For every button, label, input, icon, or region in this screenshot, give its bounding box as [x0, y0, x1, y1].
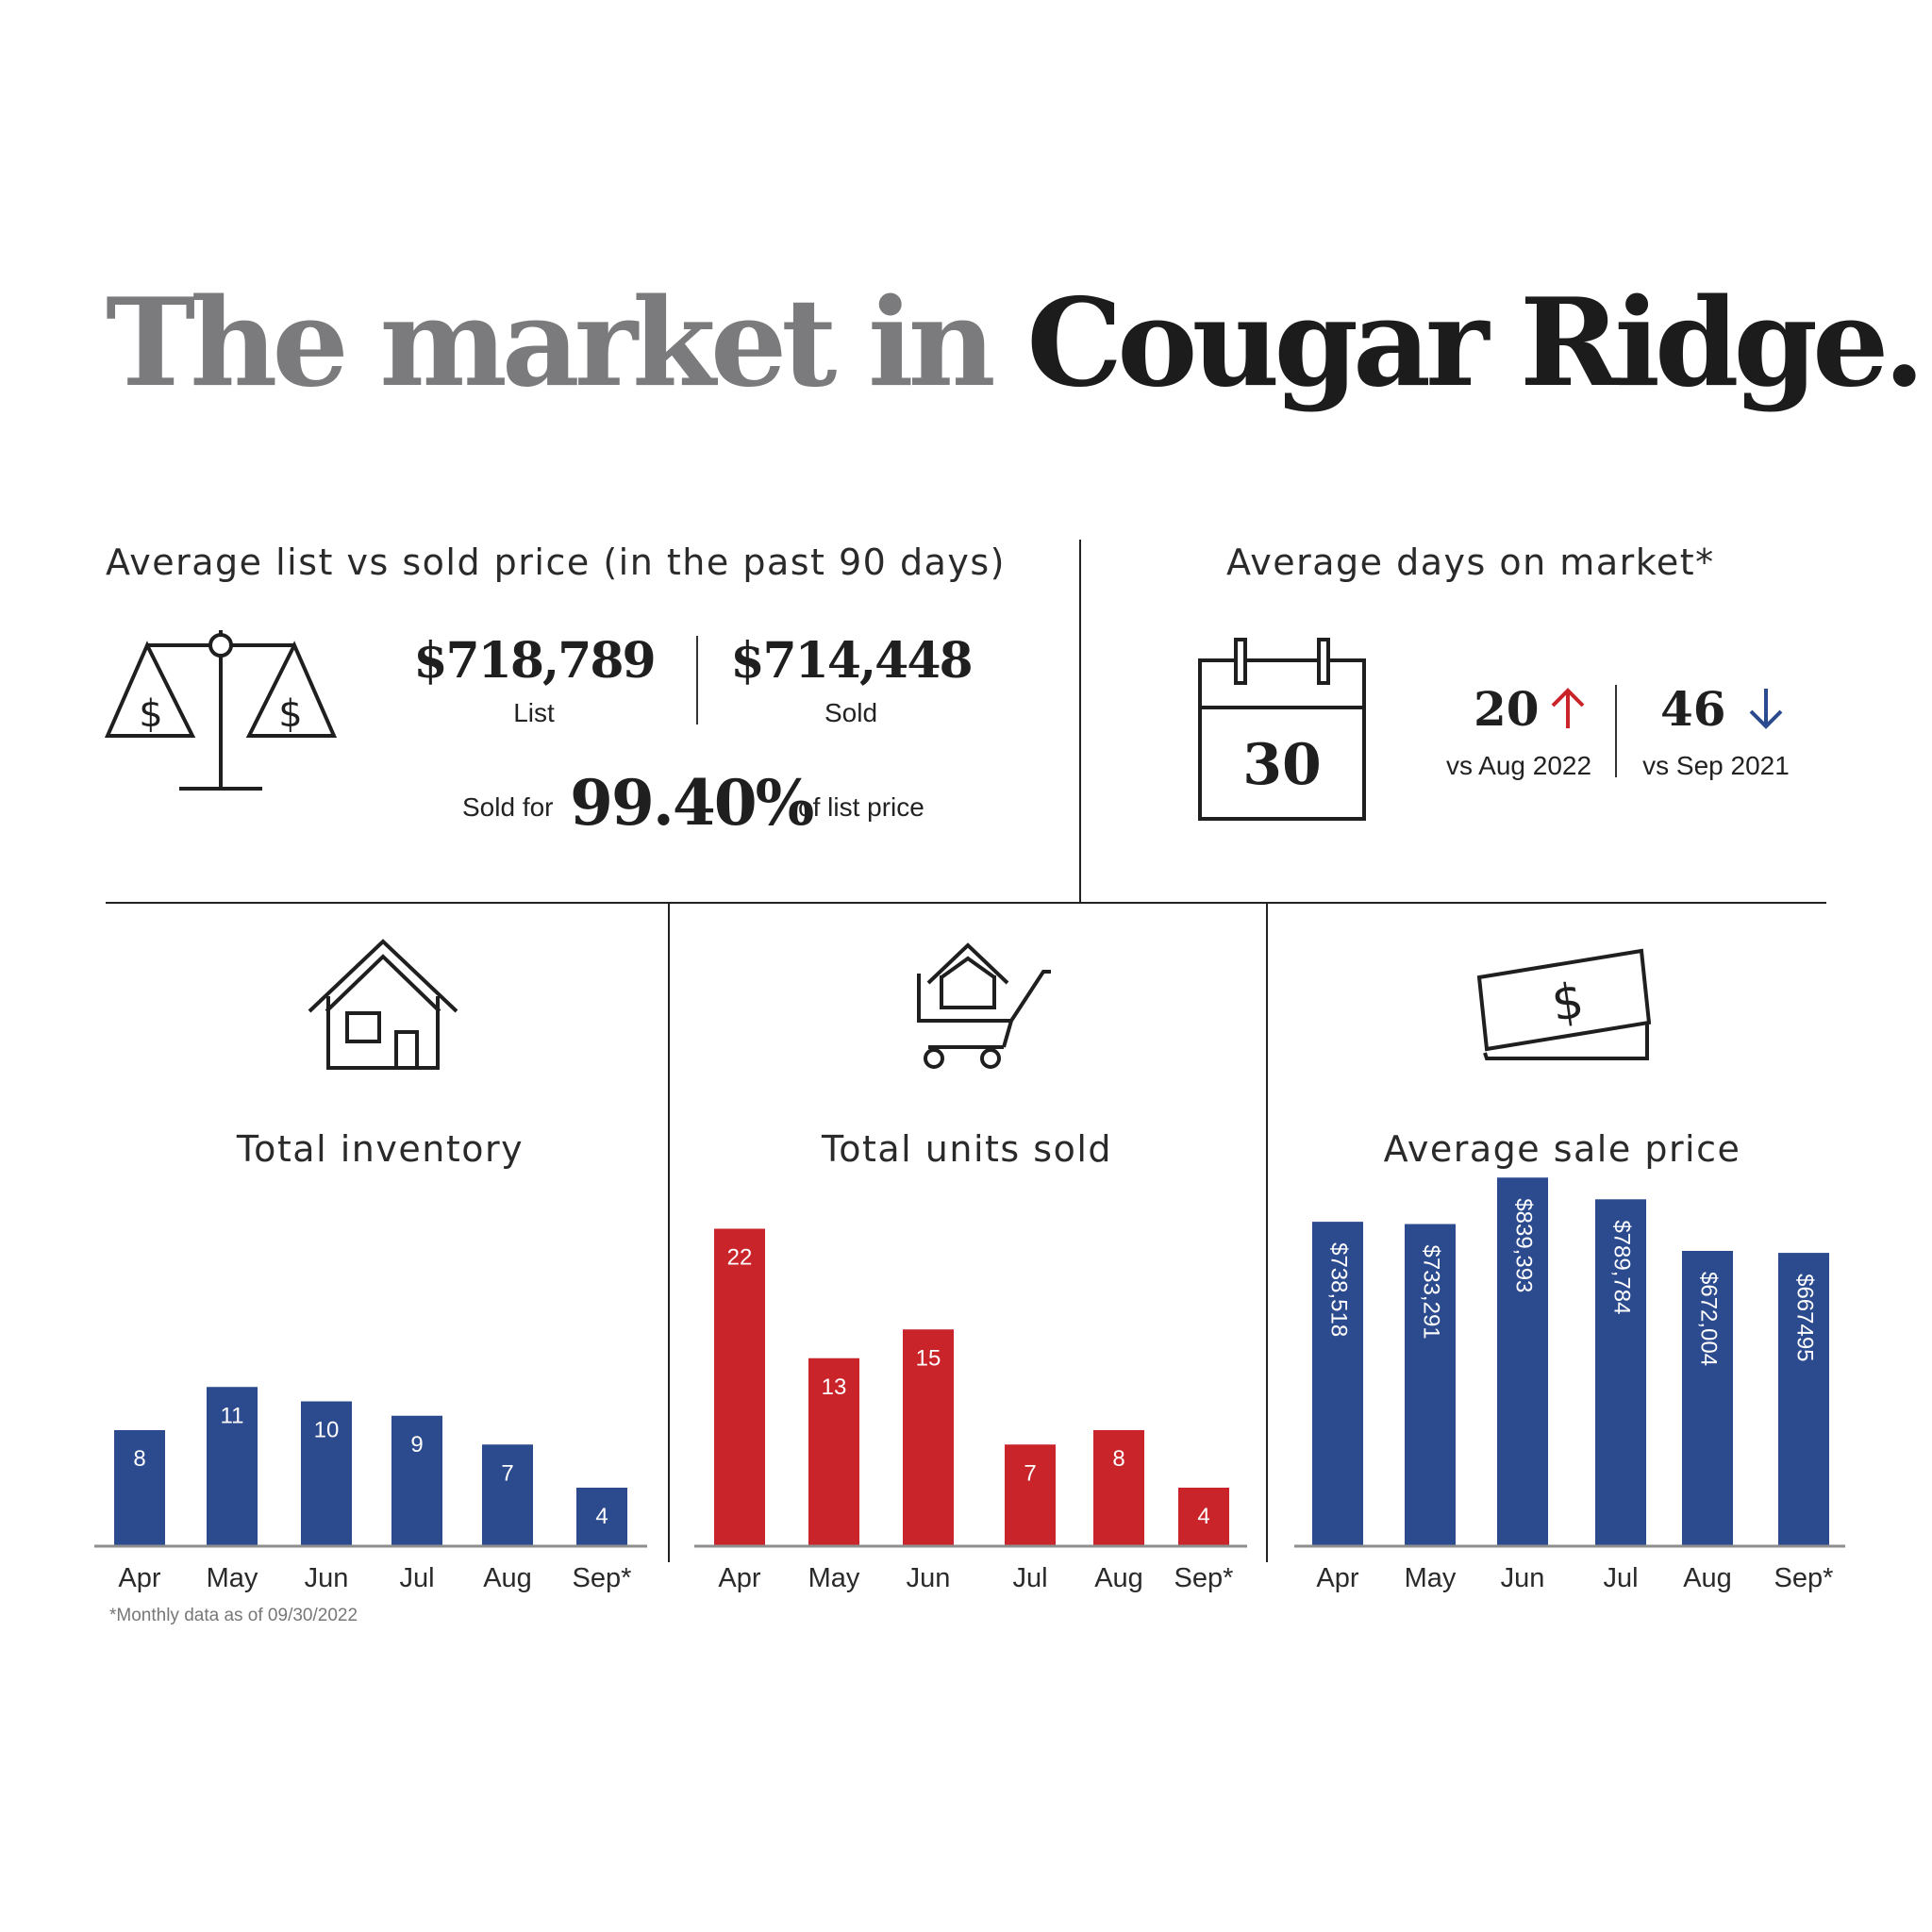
compare-sep-value: 46: [1660, 681, 1726, 737]
x-tick-label: Jul: [399, 1563, 434, 1593]
shopping-cart-house-icon: [917, 942, 1051, 1069]
bar-value-label: 13: [822, 1374, 847, 1400]
x-tick-label: Sep*: [573, 1563, 632, 1593]
svg-text:$: $: [1548, 973, 1587, 1033]
calendar-icon: [1198, 638, 1366, 821]
sold-for-percentage: 99.40%: [570, 766, 814, 840]
bar-sep: [576, 1488, 627, 1545]
bar-value-label: $733,291: [1419, 1245, 1444, 1340]
title-part-2: Cougar Ridge.: [1026, 273, 1925, 414]
bar-value-label: 8: [1112, 1446, 1124, 1472]
x-tick-label: Jun: [1501, 1563, 1545, 1593]
x-tick-label: Jun: [305, 1563, 349, 1593]
bar-value-label: 7: [1024, 1460, 1036, 1486]
x-tick-label: May: [808, 1563, 860, 1593]
bar-sep: [1778, 1253, 1829, 1545]
bar-value-label: 22: [727, 1245, 753, 1271]
house-icon: [308, 939, 458, 1070]
bar-value-label: $738,518: [1326, 1242, 1352, 1337]
svg-text:$: $: [139, 692, 162, 736]
bar-value-label: 8: [133, 1446, 145, 1472]
compare-divider: [1615, 685, 1617, 777]
sold-for-suffix: of list price: [798, 792, 924, 822]
top-section-divider: [1079, 540, 1081, 902]
bar-value-label: 15: [916, 1345, 941, 1371]
chart-divider-2: [1266, 902, 1268, 1562]
bar-aug: [1682, 1250, 1733, 1545]
bar-value-label: $672,004: [1696, 1272, 1722, 1366]
price-divider: [696, 636, 698, 724]
x-tick-label: Aug: [1094, 1563, 1143, 1593]
x-tick-label: Jul: [1603, 1563, 1638, 1593]
x-tick-label: May: [207, 1563, 258, 1593]
bar-value-label: 7: [501, 1460, 513, 1486]
bar-value-label: 10: [314, 1418, 340, 1443]
sold-price-value: $714,448: [730, 632, 973, 690]
chart-divider-1: [668, 902, 670, 1562]
bar-may: [808, 1357, 859, 1545]
list-price-value: $718,789: [413, 632, 656, 690]
chart-title-sale-price: Average sale price: [1383, 1128, 1741, 1170]
bar-jun: [1497, 1177, 1548, 1545]
chart-title-inventory: Total inventory: [236, 1128, 525, 1170]
footnote: *Monthly data as of 09/30/2022: [109, 1606, 358, 1625]
bar-apr: [1312, 1222, 1363, 1545]
bar-jun: [301, 1401, 352, 1545]
x-tick-label: Sep*: [1774, 1563, 1834, 1593]
x-tick-label: Apr: [1316, 1563, 1358, 1593]
x-tick-label: Aug: [483, 1563, 532, 1593]
bar-jul: [1595, 1199, 1646, 1545]
bar-aug: [1093, 1430, 1144, 1545]
bar-jun: [903, 1329, 954, 1545]
scale-icon: $ $: [104, 630, 338, 791]
chart-1: 22 Apr 13 May 15 Jun 7 Jul 8 Aug 4 Sep*: [694, 1228, 1247, 1593]
x-tick-label: Apr: [118, 1563, 160, 1593]
sold-for-prefix: Sold for: [462, 792, 554, 822]
bar-value-label: 11: [221, 1403, 244, 1428]
compare-aug-value: 20: [1474, 681, 1540, 737]
calendar-days-value: 30: [1242, 732, 1322, 798]
arrow-up-icon: [1551, 688, 1585, 728]
bar-value-label: $839,393: [1511, 1198, 1537, 1292]
x-tick-label: Jun: [907, 1563, 951, 1593]
chart-0: 8 Apr 11 May 10 Jun 9 Jul 7 Aug 4 Sep*: [94, 1387, 647, 1593]
x-tick-label: May: [1405, 1563, 1457, 1593]
days-on-market-heading: Average days on market*: [1226, 541, 1715, 583]
section-divider: [106, 902, 1826, 904]
x-tick-label: Apr: [718, 1563, 760, 1593]
compare-sep-label: vs Sep 2021: [1642, 751, 1790, 780]
arrow-down-icon: [1749, 689, 1783, 729]
dollar-bill-icon: $: [1476, 948, 1652, 1060]
bar-may: [207, 1387, 258, 1545]
bar-apr: [114, 1430, 165, 1545]
sold-price-label: Sold: [824, 698, 878, 727]
chart-2: $738,518 Apr $733,291 May $839,393 Jun $789,78…: [1294, 1177, 1845, 1593]
bar-value-label: $789,784: [1609, 1220, 1635, 1314]
bar-value-label: 9: [410, 1432, 423, 1457]
bar-value-label: $667495: [1792, 1274, 1818, 1361]
x-tick-label: Jul: [1012, 1563, 1047, 1593]
list-price-label: List: [513, 698, 555, 727]
bar-jul: [1005, 1444, 1056, 1545]
x-tick-label: Sep*: [1174, 1563, 1234, 1593]
compare-aug-label: vs Aug 2022: [1445, 751, 1592, 780]
bar-jul: [391, 1415, 442, 1545]
bar-value-label: 4: [595, 1504, 608, 1529]
chart-title-units-sold: Total units sold: [821, 1128, 1113, 1170]
bar-value-label: 4: [1197, 1504, 1209, 1529]
bar-aug: [482, 1444, 533, 1545]
svg-text:$: $: [278, 692, 302, 736]
list-vs-sold-heading: Average list vs sold price (in the past …: [106, 541, 1006, 583]
bar-apr: [714, 1228, 765, 1545]
bar-may: [1405, 1224, 1456, 1545]
page-title: The market in Cougar Ridge.: [106, 283, 1925, 404]
title-part-1: The market in: [106, 273, 996, 414]
x-tick-label: Aug: [1683, 1563, 1732, 1593]
bar-sep: [1178, 1488, 1229, 1545]
